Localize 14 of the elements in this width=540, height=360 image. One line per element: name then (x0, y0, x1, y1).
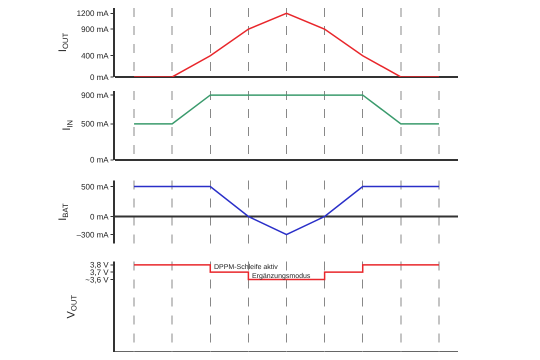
y-tick-label: 900 mA (81, 24, 110, 34)
y-tick-label: 0 mA (90, 212, 110, 222)
y-tick-label: 3,8 V (90, 260, 110, 270)
y-tick-label: ~3,6 V (85, 275, 110, 284)
y-tick-label: –300 mA (76, 230, 110, 240)
y-tick-label: 500 mA (81, 120, 110, 129)
y-tick-label: 400 mA (81, 52, 110, 61)
y-tick-label: 900 mA (81, 90, 110, 100)
y-tick-label: 0 mA (90, 72, 110, 82)
y-tick-label: 1200 mA (76, 9, 110, 18)
line-series (133, 12, 440, 77)
y-tick-label: 0 mA (90, 156, 110, 165)
y-tick-label: 500 mA (81, 182, 110, 192)
y-tick-label: 3,7 V (90, 268, 110, 277)
